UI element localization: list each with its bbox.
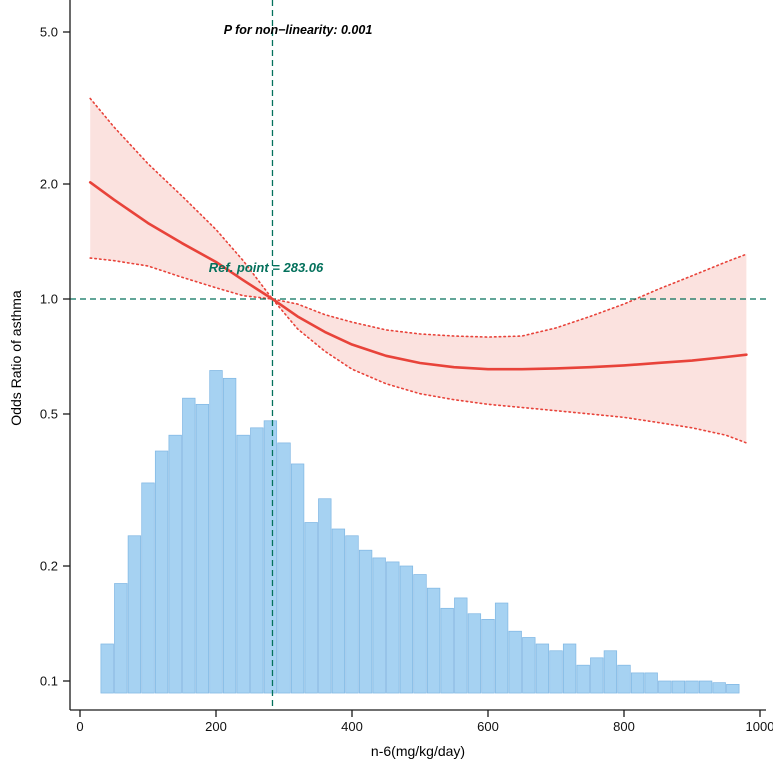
histogram-bar <box>222 377 237 694</box>
histogram-bar <box>413 574 427 694</box>
histogram-bar <box>250 427 264 694</box>
histogram-bar <box>386 561 400 694</box>
histogram-bar <box>154 450 169 694</box>
x-tick-label: 0 <box>76 719 83 734</box>
histogram-bar <box>630 672 645 694</box>
histogram-bar <box>141 482 155 694</box>
histogram-bar <box>726 684 740 694</box>
histogram-bar <box>454 597 468 694</box>
histogram-bar <box>345 535 359 694</box>
histogram-bar <box>671 680 686 694</box>
histogram-bar <box>195 403 210 694</box>
histogram-bar <box>236 434 250 694</box>
histogram-bar <box>399 565 414 694</box>
histogram-bar <box>590 657 604 694</box>
histogram-bar <box>372 557 386 694</box>
histogram-bar <box>712 682 726 694</box>
x-tick-label: 800 <box>613 719 635 734</box>
histogram-bar <box>617 664 631 694</box>
y-tick-label: 2.0 <box>40 177 58 192</box>
confidence-band <box>90 98 747 443</box>
ref-point-annotation: Ref. point = 283.06 <box>208 260 324 275</box>
histogram-bar <box>576 664 590 694</box>
x-tick-label: 200 <box>205 719 227 734</box>
histogram-bar <box>318 498 332 694</box>
histogram-bar <box>562 643 577 694</box>
histogram-bar <box>209 370 223 694</box>
histogram-bar <box>440 607 454 694</box>
histogram-bar <box>467 613 482 694</box>
y-tick-label: 1.0 <box>40 292 58 307</box>
histogram-bar <box>426 587 441 694</box>
y-tick-label: 0.1 <box>40 674 58 689</box>
histogram-bar <box>114 583 128 694</box>
histogram-bar <box>277 442 291 694</box>
histogram-bar <box>685 680 699 694</box>
histogram-bar <box>644 672 658 694</box>
histogram-bar <box>522 637 536 694</box>
histogram-bar <box>127 535 142 694</box>
histogram-bar <box>168 434 182 694</box>
p-nonlinearity-annotation: P for non−linearity: 0.001 <box>223 23 373 37</box>
histogram-bar <box>331 528 346 694</box>
y-tick-label: 0.2 <box>40 559 58 574</box>
histogram-bar <box>358 549 373 694</box>
histogram-bar <box>698 680 713 694</box>
histogram-bar <box>481 619 495 694</box>
histogram-bar <box>100 643 114 694</box>
histogram-bar <box>508 630 522 694</box>
histogram-bar <box>304 522 318 694</box>
histogram-bar <box>182 397 196 694</box>
x-tick-label: 400 <box>341 719 363 734</box>
histogram-bar <box>535 643 550 694</box>
confidence-band-upper-edge <box>89 97 748 338</box>
spline-curve <box>88 181 748 371</box>
histogram-bar <box>263 420 278 694</box>
histogram-bar <box>494 602 509 694</box>
histogram-bar <box>603 650 618 694</box>
histogram-bar <box>549 650 563 694</box>
y-tick-label: 0.5 <box>40 406 58 421</box>
confidence-band-lower-edge <box>89 257 748 444</box>
y-axis-title: Odds Ratio of asthma <box>8 290 24 426</box>
x-tick-label: 600 <box>477 719 499 734</box>
x-axis-title: n-6(mg/kg/day) <box>370 743 466 759</box>
histogram-bar <box>658 680 672 694</box>
y-tick-label: 5.0 <box>40 24 58 39</box>
histogram-bar <box>290 463 305 694</box>
x-tick-label: 1000 <box>746 719 773 734</box>
